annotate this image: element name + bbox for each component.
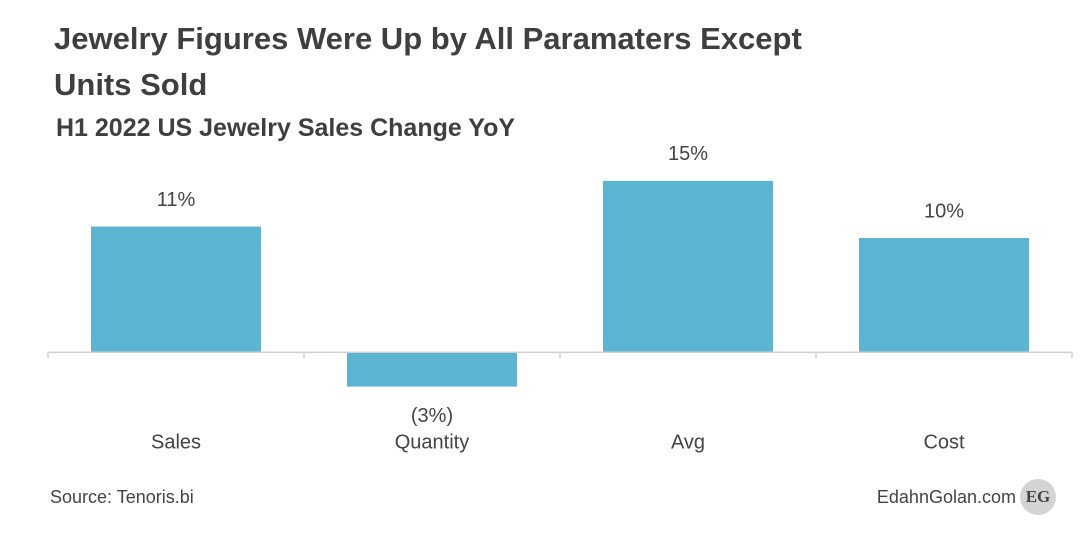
credit: EdahnGolan.com — [877, 487, 1016, 507]
bar — [603, 180, 773, 353]
bar — [347, 352, 517, 387]
x-tick-label: Quantity — [395, 431, 469, 453]
chart-title: Jewelry Figures Were Up by All Paramater… — [54, 21, 802, 102]
chart-subtitle: H1 2022 US Jewelry Sales Change YoY — [56, 114, 516, 142]
data-label: 15% — [668, 143, 708, 165]
x-tick-label: Cost — [923, 431, 965, 453]
x-tick-label: Avg — [671, 431, 705, 453]
source: Source: Tenoris.bi — [50, 487, 194, 507]
data-label: 11% — [157, 189, 196, 211]
data-label: 10% — [924, 200, 964, 222]
badge: EG — [1026, 487, 1051, 506]
badge-circle — [1020, 479, 1056, 515]
bar — [859, 238, 1029, 353]
x-tick-label: Sales — [151, 431, 201, 453]
data-label: (3%) — [411, 405, 453, 427]
bar — [91, 226, 261, 353]
